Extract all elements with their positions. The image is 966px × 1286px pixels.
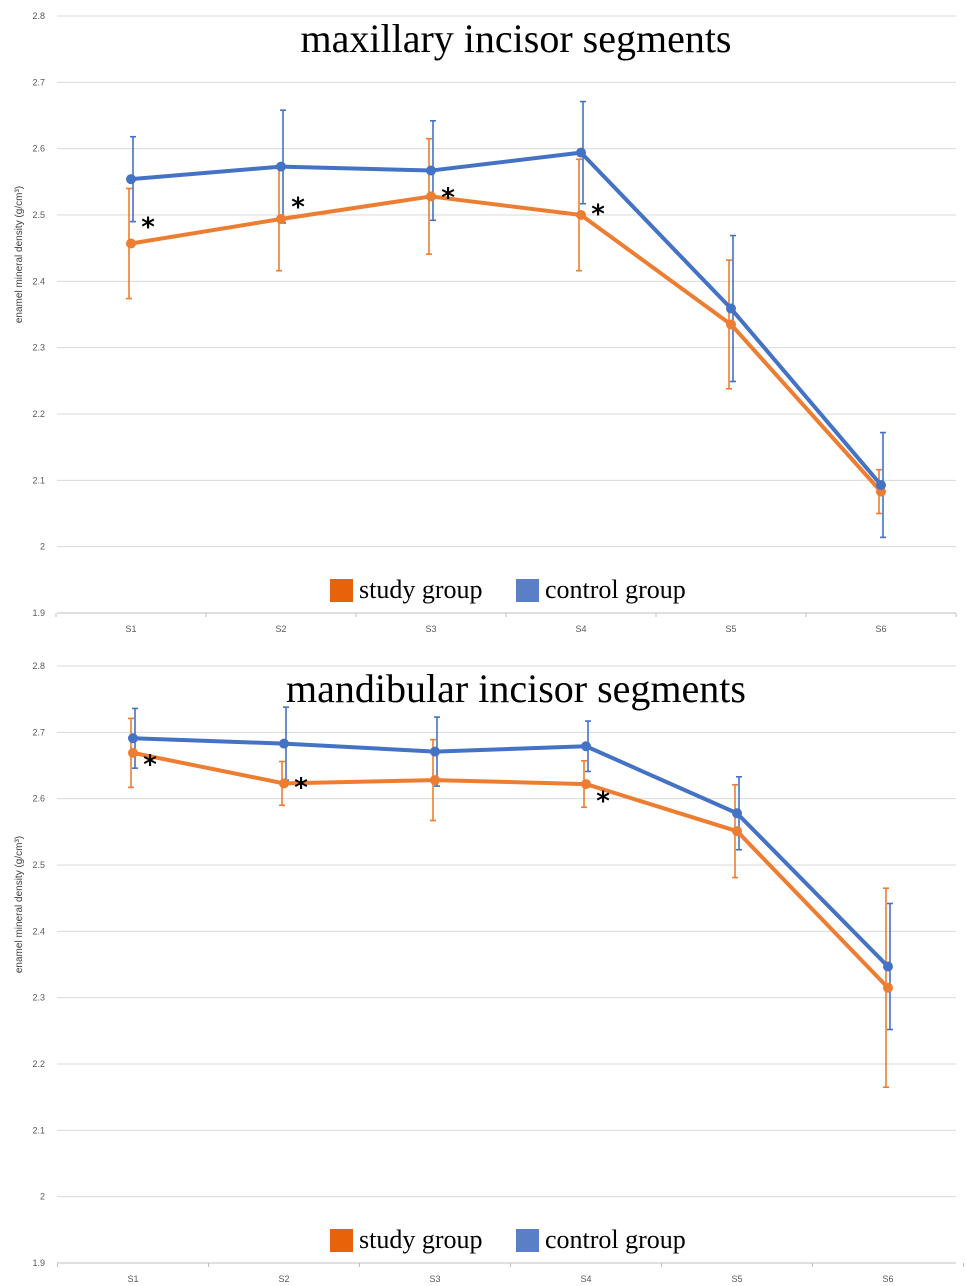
x-tick-label: S2 <box>275 624 286 634</box>
chart-mandibular-svg: 1.9 2 2.1 2.2 2.3 2.4 2.5 2.6 2.7 2.8 S1 S2 S3 S4 S5 S6… <box>14 661 964 1284</box>
chart-title: mandibular incisor segments <box>286 666 746 711</box>
y-tick-label: 2.2 <box>32 409 45 419</box>
x-tick-label: S4 <box>580 1274 591 1284</box>
y-tick-label: 2.5 <box>32 210 45 220</box>
chart-mandibular: 1.9 2 2.1 2.2 2.3 2.4 2.5 2.6 2.7 2.8 S1 S2 S3 S4 S5 S6… <box>0 650 966 1286</box>
legend-swatch-study <box>330 1229 353 1252</box>
x-tick-label: S6 <box>882 1274 893 1284</box>
x-tick-label: S5 <box>725 624 736 634</box>
chart-maxillary: 1.9 2 2.1 2.2 2.3 2.4 2.5 2.6 2.7 2.8 S1 S2 S3 S4 S5 S6… <box>0 0 966 640</box>
x-tick-label: S1 <box>127 1274 138 1284</box>
data-point <box>126 238 136 249</box>
significance-marker: * <box>441 183 455 213</box>
data-point <box>581 741 591 752</box>
significance-marker: * <box>591 199 605 229</box>
significance-marker: * <box>596 786 610 816</box>
data-point <box>276 213 286 224</box>
data-point <box>726 319 736 330</box>
y-tick-label: 2.8 <box>32 661 45 671</box>
data-point <box>430 746 440 757</box>
y-tick-label: 2.5 <box>32 860 45 870</box>
series-study <box>126 137 882 515</box>
data-point <box>426 191 436 202</box>
significance-marker: * <box>291 193 305 223</box>
series-line <box>132 736 890 968</box>
data-point <box>732 808 742 819</box>
data-point <box>279 738 289 749</box>
chart-title: maxillary incisor segments <box>300 16 731 61</box>
data-point <box>126 174 136 185</box>
y-tick-label: 2 <box>40 1192 45 1202</box>
y-tick-label: 2.3 <box>32 343 45 353</box>
x-tick-label: S3 <box>425 624 436 634</box>
x-tick-label: S2 <box>278 1274 289 1284</box>
series-control <box>132 706 893 1031</box>
x-tick-label: S3 <box>429 1274 440 1284</box>
significance-marker: * <box>294 773 308 803</box>
x-tick-label: S1 <box>125 624 136 634</box>
series-control <box>130 100 886 539</box>
data-point <box>128 733 138 744</box>
y-tick-label: 2.7 <box>32 77 45 87</box>
data-point <box>732 826 742 837</box>
y-tick-label: 2.1 <box>32 1125 45 1135</box>
data-point <box>581 779 591 790</box>
legend-label-control: control group <box>545 1225 686 1254</box>
chart-maxillary-svg: 1.9 2 2.1 2.2 2.3 2.4 2.5 2.6 2.7 2.8 S1 S2 S3 S4 S5 S6… <box>14 11 957 634</box>
data-point <box>883 982 893 993</box>
y-tick-label: 2.8 <box>32 11 45 21</box>
data-point <box>279 778 289 789</box>
y-tick-label: 2.4 <box>32 926 45 936</box>
y-tick-label: 2.1 <box>32 475 45 485</box>
significance-marker: * <box>143 750 157 780</box>
data-point <box>128 747 138 758</box>
data-point <box>276 161 286 172</box>
y-tick-label: 2.6 <box>32 144 45 154</box>
legend-label-control: control group <box>545 575 686 604</box>
y-tick-label: 1.9 <box>32 1258 45 1268</box>
data-point <box>576 210 586 220</box>
x-tick-label: S6 <box>875 624 886 634</box>
y-tick-label: 2.3 <box>32 993 45 1003</box>
data-point <box>876 479 886 490</box>
legend-label-study: study group <box>359 1225 483 1254</box>
y-tick-label: 2.2 <box>32 1059 45 1069</box>
legend-label-study: study group <box>359 575 483 604</box>
data-point <box>426 165 436 176</box>
series-line <box>132 750 890 990</box>
data-point <box>576 147 586 158</box>
y-axis-label: enamel mineral density (g/cm³) <box>14 186 25 323</box>
y-tick-label: 2.7 <box>32 727 45 737</box>
data-point <box>430 775 440 786</box>
legend-swatch-control <box>516 1229 539 1252</box>
y-tick-label: 2.6 <box>32 794 45 804</box>
y-tick-label: 2.4 <box>32 276 45 286</box>
data-point <box>726 303 736 314</box>
series-line <box>130 194 883 493</box>
significance-marker: * <box>141 213 155 243</box>
legend-swatch-study <box>330 579 353 602</box>
series-line <box>130 150 883 487</box>
y-tick-label: 2 <box>40 542 45 552</box>
y-tick-label: 1.9 <box>32 608 45 618</box>
legend-swatch-control <box>516 579 539 602</box>
y-axis-label: enamel mineral density (g/cm³) <box>14 836 25 973</box>
x-tick-label: S4 <box>575 624 586 634</box>
x-tick-label: S5 <box>731 1274 742 1284</box>
data-point <box>883 961 893 972</box>
